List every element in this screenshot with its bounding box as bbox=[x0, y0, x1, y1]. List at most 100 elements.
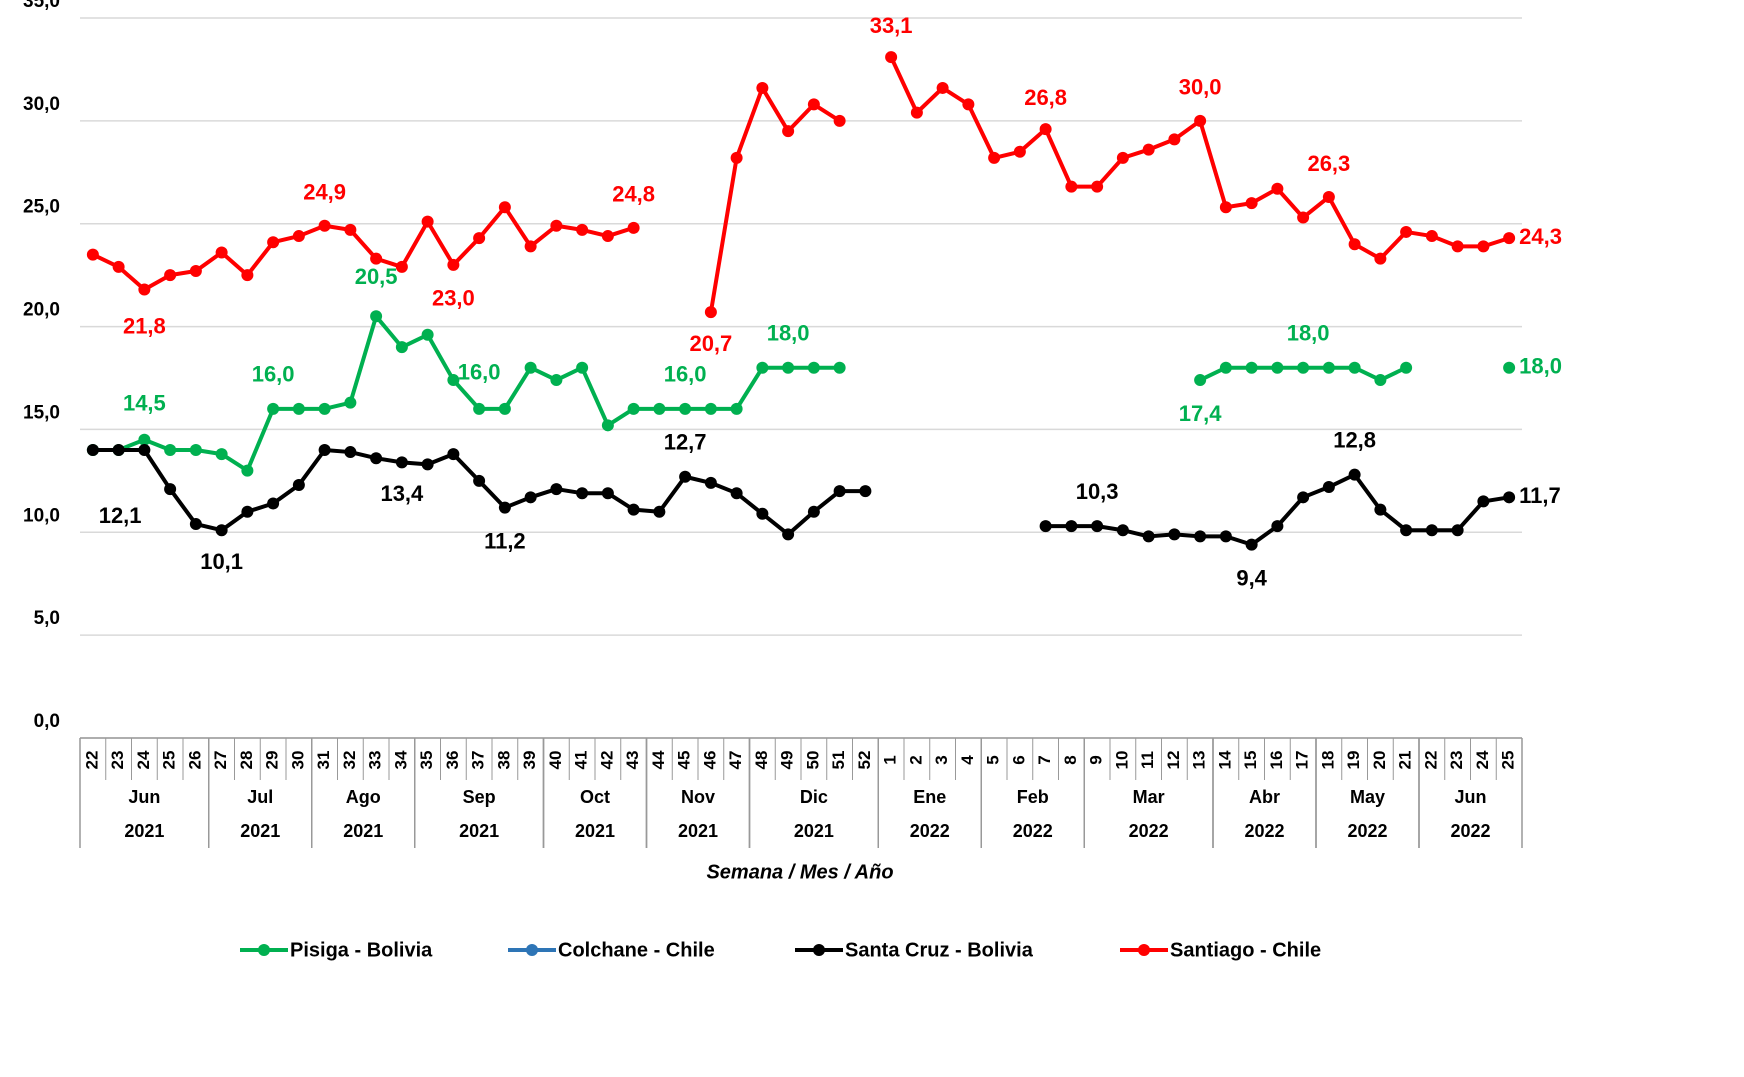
point bbox=[1168, 528, 1180, 540]
point bbox=[705, 306, 717, 318]
point bbox=[988, 152, 1000, 164]
month-label: Mar bbox=[1133, 787, 1165, 807]
background bbox=[0, 0, 1744, 1072]
point bbox=[370, 253, 382, 265]
point bbox=[190, 444, 202, 456]
y-tick-label: 5,0 bbox=[34, 608, 60, 629]
x-tick-label: 49 bbox=[778, 751, 797, 770]
data-label: 12,1 bbox=[99, 503, 142, 528]
data-label: 12,7 bbox=[664, 430, 707, 455]
point bbox=[1349, 238, 1361, 250]
data-label: 18,0 bbox=[1287, 321, 1330, 346]
point bbox=[653, 506, 665, 518]
point bbox=[628, 222, 640, 234]
point bbox=[1143, 144, 1155, 156]
point bbox=[216, 448, 228, 460]
x-tick-label: 18 bbox=[1318, 751, 1337, 770]
point bbox=[1246, 362, 1258, 374]
point bbox=[1374, 504, 1386, 516]
y-tick-label: 35,0 bbox=[23, 0, 60, 12]
year-label: 2021 bbox=[124, 821, 164, 841]
point bbox=[808, 98, 820, 110]
point bbox=[756, 82, 768, 94]
point bbox=[1452, 240, 1464, 252]
point bbox=[679, 471, 691, 483]
data-label: 18,0 bbox=[1519, 354, 1562, 379]
data-label: 13,4 bbox=[380, 481, 424, 506]
x-tick-label: 20 bbox=[1370, 751, 1389, 770]
point bbox=[1065, 181, 1077, 193]
y-tick-label: 30,0 bbox=[23, 94, 60, 115]
x-tick-label: 15 bbox=[1241, 751, 1260, 770]
point bbox=[447, 448, 459, 460]
year-label: 2021 bbox=[343, 821, 383, 841]
point bbox=[782, 528, 794, 540]
data-label: 30,0 bbox=[1179, 75, 1222, 100]
point bbox=[396, 341, 408, 353]
x-tick-label: 19 bbox=[1344, 751, 1363, 770]
x-tick-label: 14 bbox=[1215, 750, 1234, 769]
data-label: 26,3 bbox=[1307, 151, 1350, 176]
data-label: 21,8 bbox=[123, 313, 166, 338]
point bbox=[576, 362, 588, 374]
point bbox=[1323, 481, 1335, 493]
point bbox=[1349, 362, 1361, 374]
point bbox=[499, 403, 511, 415]
point bbox=[1503, 362, 1515, 374]
point bbox=[1246, 197, 1258, 209]
point bbox=[628, 504, 640, 516]
point bbox=[267, 497, 279, 509]
data-label: 12,8 bbox=[1333, 427, 1376, 452]
x-tick-label: 25 bbox=[1499, 751, 1518, 770]
point bbox=[422, 329, 434, 341]
x-tick-label: 52 bbox=[855, 751, 874, 770]
point bbox=[1220, 362, 1232, 374]
point bbox=[370, 310, 382, 322]
point bbox=[731, 152, 743, 164]
point bbox=[319, 220, 331, 232]
year-label: 2022 bbox=[1013, 821, 1053, 841]
point bbox=[447, 259, 459, 271]
point bbox=[293, 230, 305, 242]
month-label: Abr bbox=[1249, 787, 1280, 807]
year-label: 2022 bbox=[1347, 821, 1387, 841]
x-tick-label: 33 bbox=[366, 751, 385, 770]
x-tick-label: 5 bbox=[984, 755, 1003, 764]
month-label: Ene bbox=[913, 787, 946, 807]
point bbox=[473, 403, 485, 415]
point bbox=[319, 444, 331, 456]
point bbox=[216, 247, 228, 259]
x-tick-label: 26 bbox=[185, 751, 204, 770]
point bbox=[1400, 362, 1412, 374]
x-tick-label: 25 bbox=[160, 751, 179, 770]
point bbox=[705, 403, 717, 415]
point bbox=[164, 269, 176, 281]
point bbox=[576, 487, 588, 499]
point bbox=[344, 446, 356, 458]
x-tick-label: 23 bbox=[1447, 751, 1466, 770]
point bbox=[190, 265, 202, 277]
point bbox=[911, 107, 923, 119]
point bbox=[782, 362, 794, 374]
point bbox=[1220, 530, 1232, 542]
data-label: 33,1 bbox=[870, 13, 913, 38]
point bbox=[1246, 539, 1258, 551]
legend-marker bbox=[1138, 944, 1150, 956]
data-label: 16,0 bbox=[664, 362, 707, 387]
point bbox=[1040, 520, 1052, 532]
data-label: 20,5 bbox=[355, 264, 398, 289]
x-tick-label: 45 bbox=[675, 751, 694, 770]
year-label: 2022 bbox=[1129, 821, 1169, 841]
point bbox=[1194, 374, 1206, 386]
point bbox=[1323, 191, 1335, 203]
legend-label: Santiago - Chile bbox=[1170, 939, 1321, 961]
point bbox=[87, 444, 99, 456]
point bbox=[602, 419, 614, 431]
x-tick-label: 17 bbox=[1293, 751, 1312, 770]
data-label: 9,4 bbox=[1236, 565, 1267, 590]
legend-marker bbox=[526, 944, 538, 956]
x-tick-label: 16 bbox=[1267, 751, 1286, 770]
x-tick-label: 41 bbox=[572, 751, 591, 770]
point bbox=[1271, 520, 1283, 532]
x-tick-label: 28 bbox=[237, 751, 256, 770]
